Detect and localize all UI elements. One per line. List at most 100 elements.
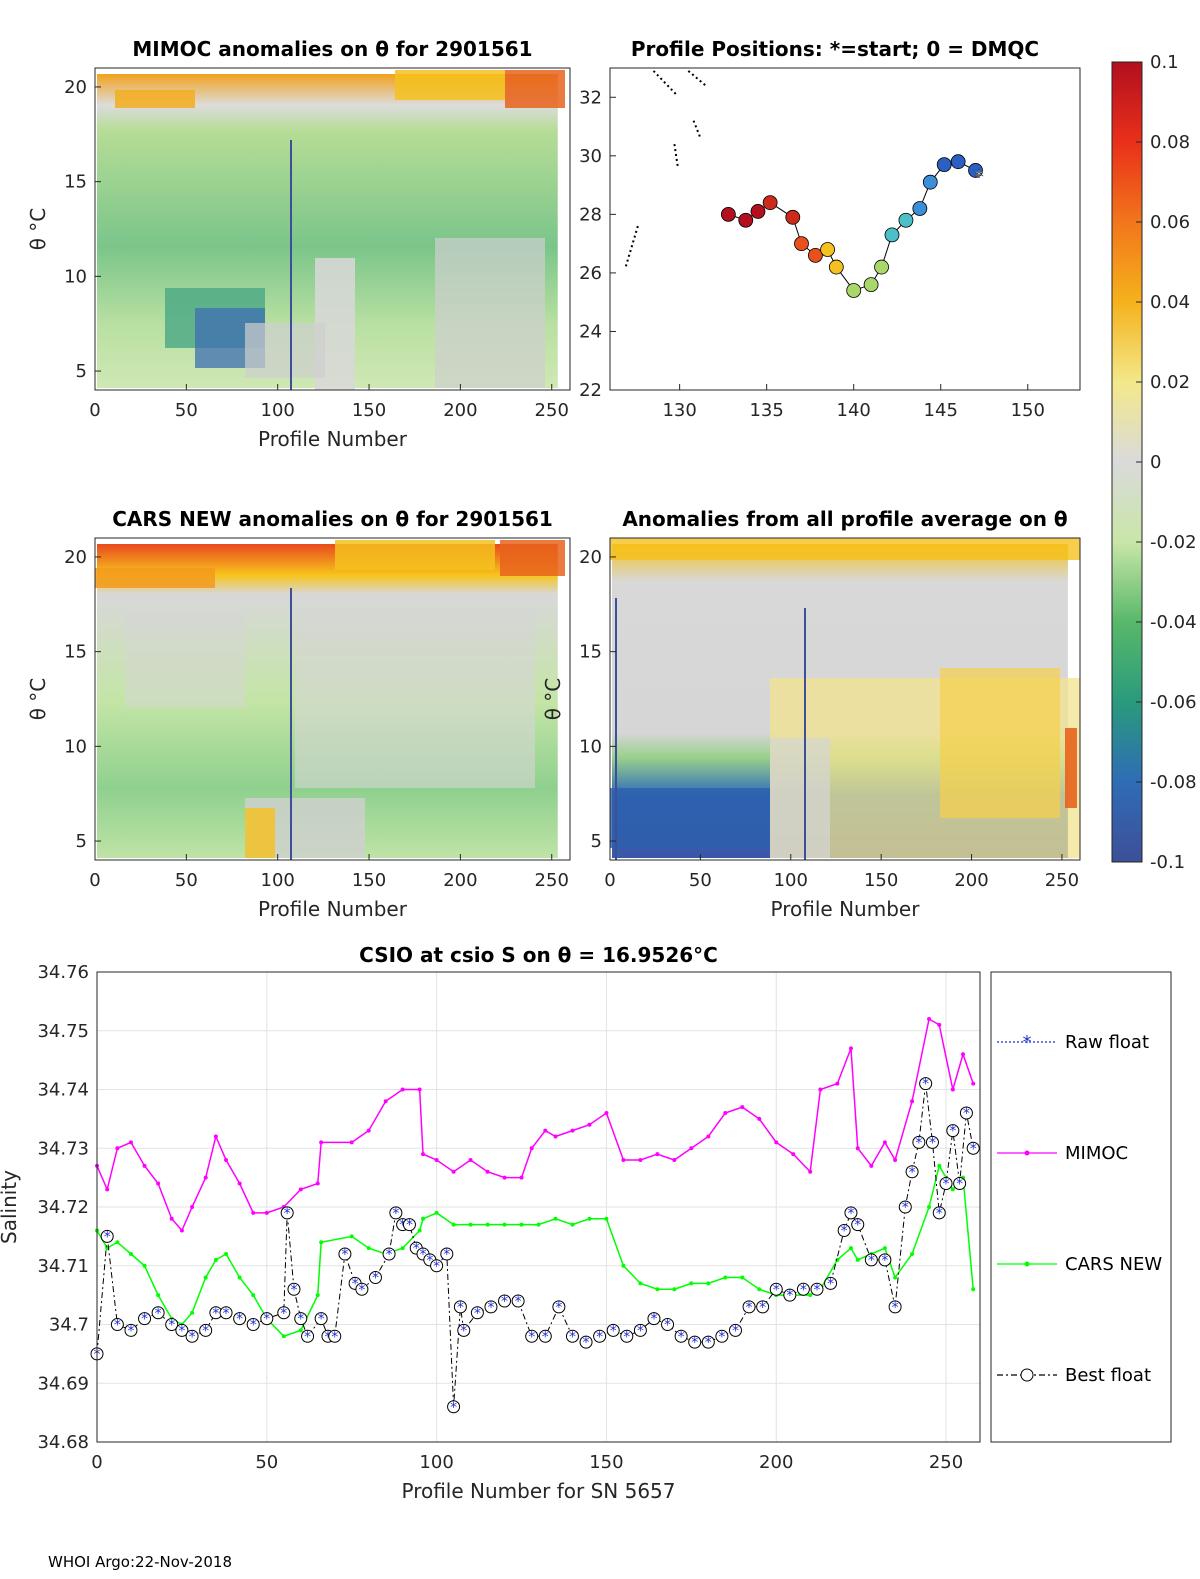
raw-float-marker: * [341,1247,348,1263]
best-float-marker [837,1224,851,1237]
raw-float-marker: * [392,1206,399,1222]
colorbar-label: 0.08 [1150,132,1190,153]
y-tick-label: 5 [591,831,602,852]
x-tick-label: 100 [261,870,295,891]
series-line-mimoc-point [383,1099,388,1104]
raw-float-marker: * [460,1323,467,1339]
series-line-mimoc-point [434,1158,439,1162]
anomaly-feature [610,538,1080,560]
y-tick-label: 22 [579,380,602,401]
series-line-cars-new-point [689,1281,694,1286]
series-line-mimoc-point [757,1116,762,1121]
raw-float-marker: * [178,1323,185,1339]
series-line-mimoc-point [791,1152,796,1157]
x-tick-label: 100 [419,1452,453,1473]
y-tick-label: 34.74 [37,1080,89,1101]
raw-float-marker: * [280,1306,287,1322]
series-line-mimoc-point [689,1146,694,1151]
best-float-marker [368,1271,382,1284]
best-float-marker [287,1282,301,1296]
y-tick-label: 20 [64,77,87,98]
best-float-marker [100,1229,114,1243]
y-tick-label: 30 [579,146,602,167]
legend-label: MIMOC [1065,1143,1128,1164]
profile-marker [720,206,736,222]
best-float-marker [219,1306,233,1320]
series-line-cars-new-point [451,1222,456,1227]
series-line-cars-new-point [203,1275,208,1280]
best-float-marker [277,1306,291,1320]
series-line-cars-new-point [927,1205,932,1209]
series-line-cars-new-point [723,1275,728,1280]
series-line-mimoc-point [421,1152,426,1157]
raw-float-marker: * [501,1294,508,1310]
series-line-cars-new-point [519,1222,524,1227]
x-tick-label: 145 [924,400,958,421]
profile-marker [785,209,801,225]
x-tick-label: 0 [89,400,100,421]
x-tick-label: 130 [662,400,696,421]
raw-float-marker: * [610,1323,617,1339]
series-line-cars-new-point [224,1252,229,1256]
best-float-marker [498,1294,512,1308]
coastline-fragment [692,120,702,139]
raw-float-marker: * [868,1253,875,1269]
raw-float-marker: * [854,1218,861,1234]
best-float-marker [165,1318,179,1331]
x-tick-label: 200 [954,870,988,891]
y-tick-label: 10 [64,266,87,287]
series-line-mimoc-point [937,1022,942,1027]
series-line-mimoc-point [723,1111,728,1115]
series-line-cars-new-point [349,1234,354,1239]
series-line-mimoc-point [485,1169,490,1174]
series-line-cars-new-point [128,1252,133,1256]
plot-area [610,68,1080,390]
series-line-cars-new-point [672,1287,677,1292]
series-line-mimoc-point [855,1146,860,1151]
anomaly-feature [940,668,1060,818]
raw-float-marker: * [664,1318,671,1334]
x-axis-label: Profile Number for SN 5657 [401,1479,675,1503]
series-line-mimoc-point [638,1158,643,1162]
raw-float-marker: * [104,1229,111,1245]
best-float-marker [199,1323,213,1337]
y-tick-label: 34.7 [49,1315,89,1336]
y-tick-label: 5 [76,831,87,852]
raw-float-marker: * [637,1323,644,1339]
raw-float-marker: * [358,1282,365,1298]
series-line-cars-new-point [502,1222,507,1227]
best-float-marker [175,1323,189,1337]
plot-frame [94,67,571,391]
raw-float-marker: * [773,1282,780,1298]
x-tick-label: 150 [864,870,898,891]
series-line-mimoc-point [927,1017,932,1021]
best-float-marker [565,1329,579,1343]
raw-float-marker: * [202,1323,209,1339]
raw-float-marker: * [650,1312,657,1328]
raw-float-marker: * [189,1329,196,1345]
y-tick-label: 26 [579,263,602,284]
best-float-marker [932,1206,946,1220]
best-float-marker [447,1400,461,1414]
best-float-marker [905,1165,919,1179]
best-float-marker [338,1247,352,1261]
x-tick-label: 150 [352,870,386,891]
start-marker: * [975,166,984,187]
series-line-mimoc-point [298,1187,303,1192]
raw-float-marker: * [943,1177,950,1193]
best-float-marker [742,1300,756,1314]
series-line-mimoc-point [319,1140,324,1145]
best-float-marker [246,1318,260,1331]
series-line-cars-new-point [400,1246,405,1251]
best-float-marker [185,1329,199,1343]
best-float-marker [661,1318,675,1331]
series-line-cars-new-point [808,1293,813,1298]
best-float-marker [233,1312,247,1326]
series-line-mimoc-point [203,1175,208,1180]
series-line-cars-new-point [835,1257,840,1262]
y-tick-label: 34.76 [37,962,89,983]
x-tick-label: 0 [604,870,615,891]
y-tick-label: 28 [579,204,602,225]
raw-float-marker: * [732,1323,739,1339]
series-line-mimoc-point [190,1205,195,1209]
